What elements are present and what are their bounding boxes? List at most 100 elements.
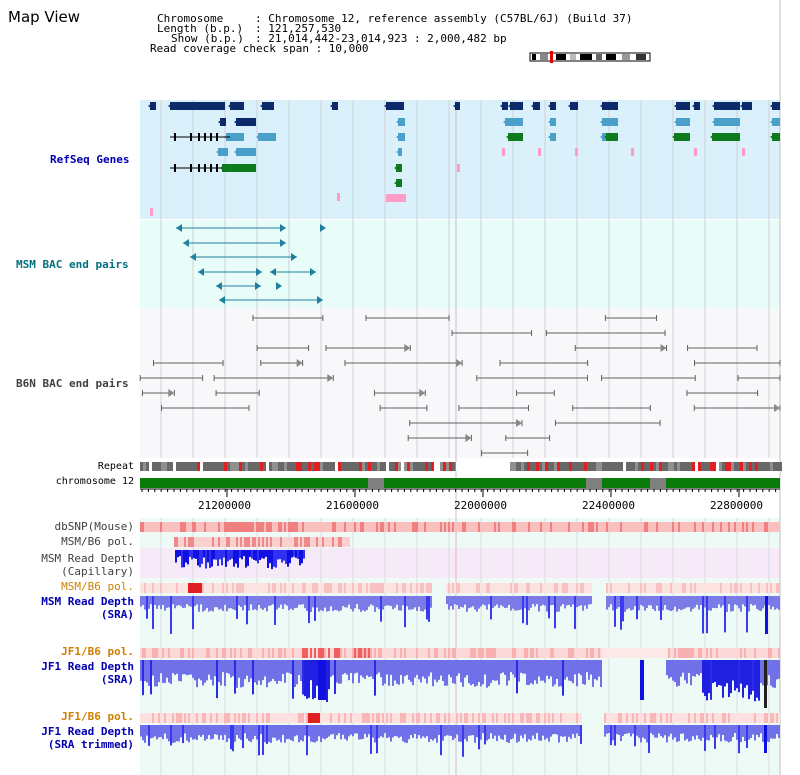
pol-mark — [258, 583, 260, 593]
pol-mark — [646, 713, 648, 723]
depth-bar — [648, 596, 650, 606]
depth-bar — [502, 596, 504, 607]
depth-bar — [646, 596, 648, 608]
repeat-mark — [440, 462, 443, 471]
repeat-mark — [239, 462, 242, 471]
depth-bar — [272, 596, 274, 605]
strand-arrow — [218, 118, 224, 126]
pol-mark — [366, 583, 368, 593]
repeat-mark — [410, 462, 413, 471]
depth-bar — [532, 660, 534, 685]
depth-bar — [416, 725, 418, 739]
pol-mark — [694, 583, 696, 593]
depth-bar — [166, 725, 168, 739]
pol-mark — [756, 648, 758, 658]
depth-bar — [428, 725, 430, 742]
track-label-msm-bac[interactable]: MSM BAC end pairs — [16, 258, 129, 271]
pol-mark — [566, 648, 568, 658]
pol-mark — [696, 583, 698, 593]
depth-bar — [756, 725, 758, 735]
depth-bar — [570, 596, 572, 607]
depth-bar — [748, 725, 750, 740]
repeat-mark — [233, 462, 236, 471]
depth-bar — [269, 550, 271, 564]
dbsnp-mark — [194, 522, 196, 532]
pol-mark — [328, 648, 330, 658]
depth-bar — [526, 596, 528, 625]
pol-mark — [632, 648, 634, 658]
depth-bar — [710, 725, 712, 735]
pol-mark — [250, 583, 252, 593]
dbsnp-mark — [350, 522, 352, 532]
dbsnp-mark — [330, 522, 332, 532]
depth-bar — [293, 550, 295, 557]
track-label-b6n-bac[interactable]: B6N BAC end pairs — [16, 377, 129, 390]
pol-mark — [140, 648, 142, 658]
pol-mark — [318, 713, 320, 723]
depth-bar — [222, 596, 224, 611]
depth-bar — [638, 725, 640, 738]
depth-bar — [330, 596, 332, 607]
dbsnp-mark — [178, 522, 180, 532]
gene-pink-mark — [631, 148, 634, 156]
depth-bar — [762, 596, 764, 609]
depth-bar — [410, 725, 412, 736]
pol-mark — [356, 713, 358, 723]
dbsnp-mark — [240, 522, 242, 532]
dbsnp-mark — [662, 522, 664, 532]
depth-bar — [716, 660, 718, 687]
depth-bar — [732, 660, 734, 681]
depth-bar — [416, 660, 418, 675]
pol-mark — [450, 583, 452, 593]
pol-mark — [426, 648, 428, 658]
pol-mark — [288, 537, 290, 547]
chromosome-value: : Chromosome 12, reference assembly (C57… — [255, 12, 633, 25]
dbsnp-mark — [154, 522, 156, 532]
pol-mark — [718, 713, 720, 723]
depth-bar — [742, 725, 744, 737]
pol-mark — [690, 648, 692, 658]
pol-mark — [624, 583, 626, 593]
pol-mark — [640, 583, 642, 593]
depth-bar — [606, 725, 608, 734]
repeat-mark — [689, 462, 692, 471]
depth-bar — [568, 725, 570, 737]
depth-bar — [744, 596, 746, 607]
repeat-mark — [194, 462, 197, 471]
depth-bar — [254, 596, 256, 610]
depth-bar — [538, 725, 540, 741]
pol-mark — [416, 648, 418, 658]
repeat-mark — [668, 462, 671, 471]
pol-mark — [500, 713, 502, 723]
pol-mark — [672, 713, 674, 723]
pol-mark — [616, 648, 618, 658]
repeat-mark — [674, 462, 677, 471]
track-label-refseq[interactable]: RefSeq Genes — [50, 153, 130, 166]
pol-mark — [306, 583, 308, 593]
depth-bar — [448, 725, 450, 736]
pol-mark — [404, 583, 406, 593]
track-label-msm-read-cap-1: MSM Read Depth — [41, 552, 134, 565]
bac-end — [516, 419, 523, 427]
depth-bar — [654, 596, 656, 611]
pol-mark — [346, 713, 348, 723]
pol-mark — [710, 713, 712, 723]
depth-bar — [648, 725, 650, 754]
depth-bar — [340, 660, 342, 684]
strand-arrow — [396, 148, 402, 156]
pol-mark — [748, 648, 750, 658]
depth-bar — [390, 660, 392, 675]
depth-bar — [266, 660, 268, 688]
pol-mark — [740, 583, 742, 593]
depth-bar — [190, 725, 192, 738]
pol-mark — [654, 648, 656, 658]
dbsnp-mark — [164, 522, 166, 532]
depth-bar — [242, 725, 244, 749]
dbsnp-mark — [490, 522, 492, 532]
depth-bar — [288, 660, 290, 673]
dbsnp-mark — [592, 522, 594, 532]
dbsnp-mark — [744, 522, 746, 532]
depth-bar — [644, 596, 646, 611]
depth-bar — [160, 725, 162, 738]
